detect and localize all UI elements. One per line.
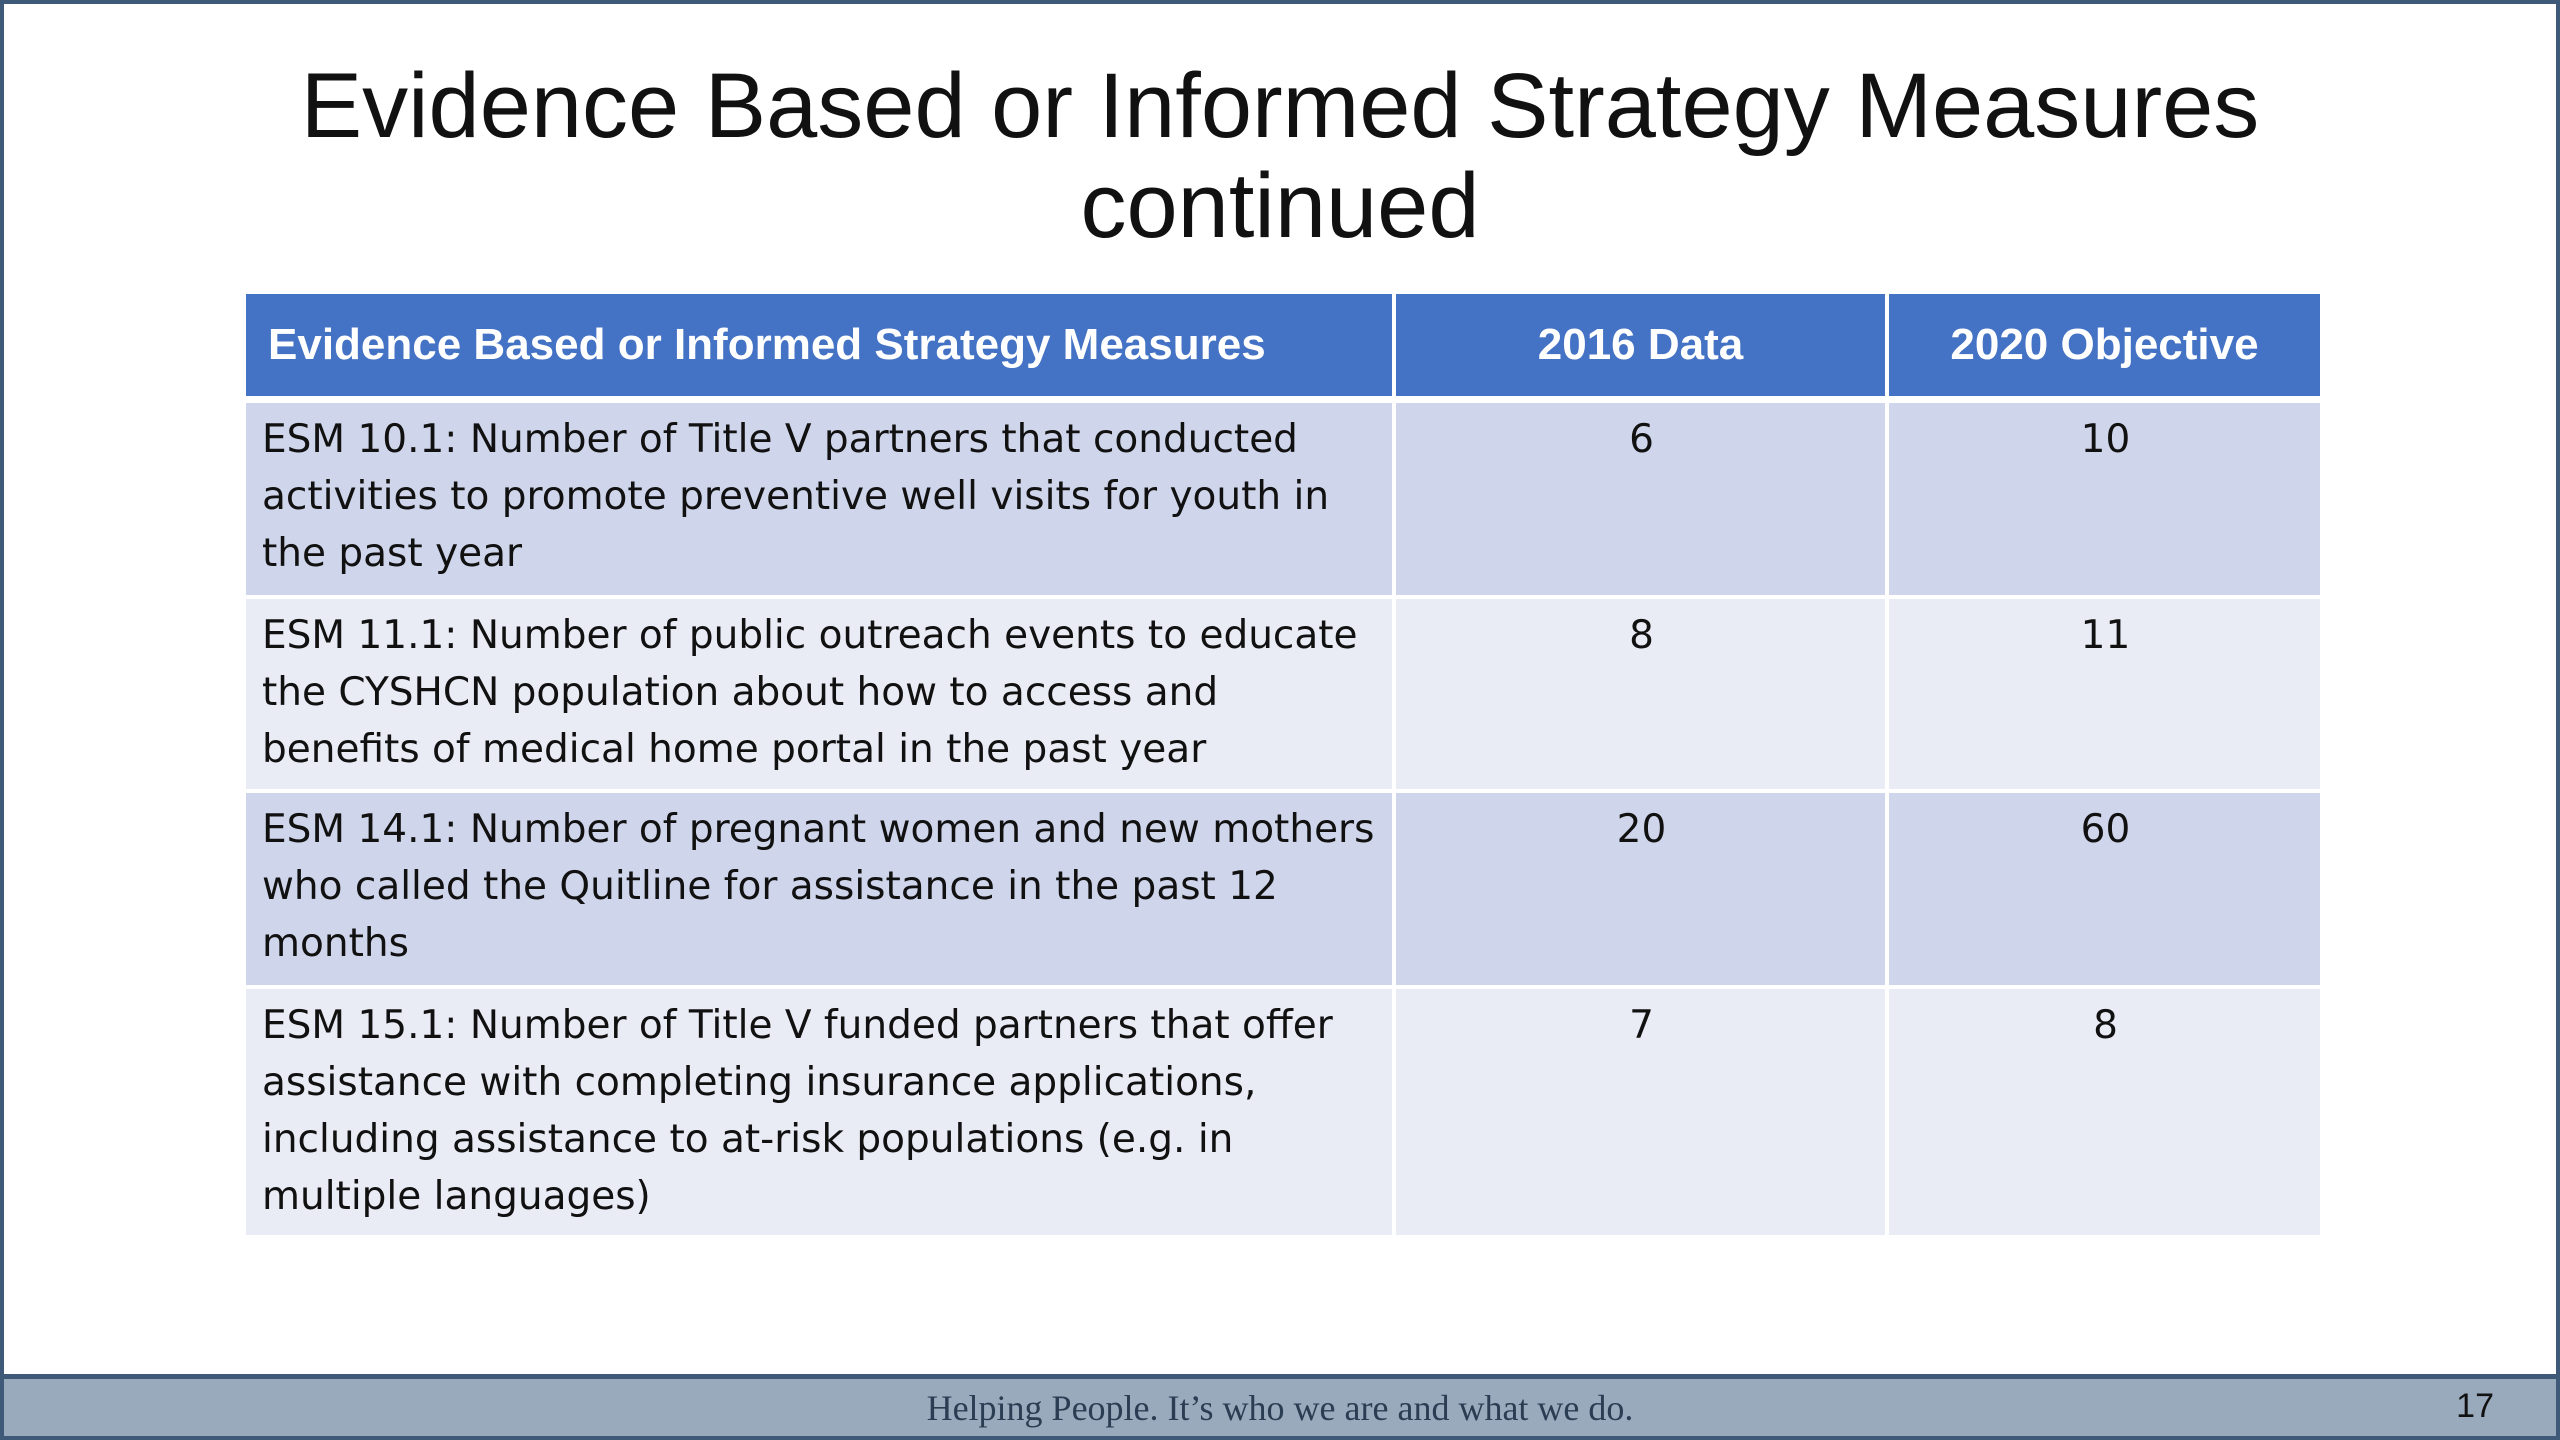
header-2016-data: 2016 Data <box>1396 294 1885 399</box>
footer-bar: Helping People. It’s who we are and what… <box>4 1374 2556 1436</box>
measures-table: Evidence Based or Informed Strategy Meas… <box>242 290 2324 1239</box>
table-row: ESM 11.1: Number of public outreach even… <box>246 599 2320 789</box>
slide-title: Evidence Based or Informed Strategy Meas… <box>4 56 2556 256</box>
page-number: 17 <box>2456 1387 2494 1425</box>
measure-cell: ESM 10.1: Number of Title V partners tha… <box>246 403 1392 595</box>
table-row: ESM 10.1: Number of Title V partners tha… <box>246 403 2320 595</box>
measure-cell: ESM 15.1: Number of Title V funded partn… <box>246 989 1392 1235</box>
slide-title-line-1: Evidence Based or Informed Strategy Meas… <box>300 55 2260 157</box>
data-2016-cell: 8 <box>1396 599 1885 789</box>
data-2016-cell: 7 <box>1396 989 1885 1235</box>
table-header-row: Evidence Based or Informed Strategy Meas… <box>246 294 2320 399</box>
objective-2020-cell: 10 <box>1889 403 2320 595</box>
measure-cell: ESM 11.1: Number of public outreach even… <box>246 599 1392 789</box>
data-2016-cell: 20 <box>1396 793 1885 985</box>
table-row: ESM 14.1: Number of pregnant women and n… <box>246 793 2320 985</box>
objective-2020-cell: 11 <box>1889 599 2320 789</box>
footer-tagline: Helping People. It’s who we are and what… <box>926 1388 1634 1428</box>
header-measure: Evidence Based or Informed Strategy Meas… <box>246 294 1392 399</box>
objective-2020-cell: 8 <box>1889 989 2320 1235</box>
objective-2020-cell: 60 <box>1889 793 2320 985</box>
table-row: ESM 15.1: Number of Title V funded partn… <box>246 989 2320 1235</box>
data-2016-cell: 6 <box>1396 403 1885 595</box>
header-2020-objective: 2020 Objective <box>1889 294 2320 399</box>
measure-cell: ESM 14.1: Number of pregnant women and n… <box>246 793 1392 985</box>
slide-title-line-2: continued <box>1080 155 1480 257</box>
